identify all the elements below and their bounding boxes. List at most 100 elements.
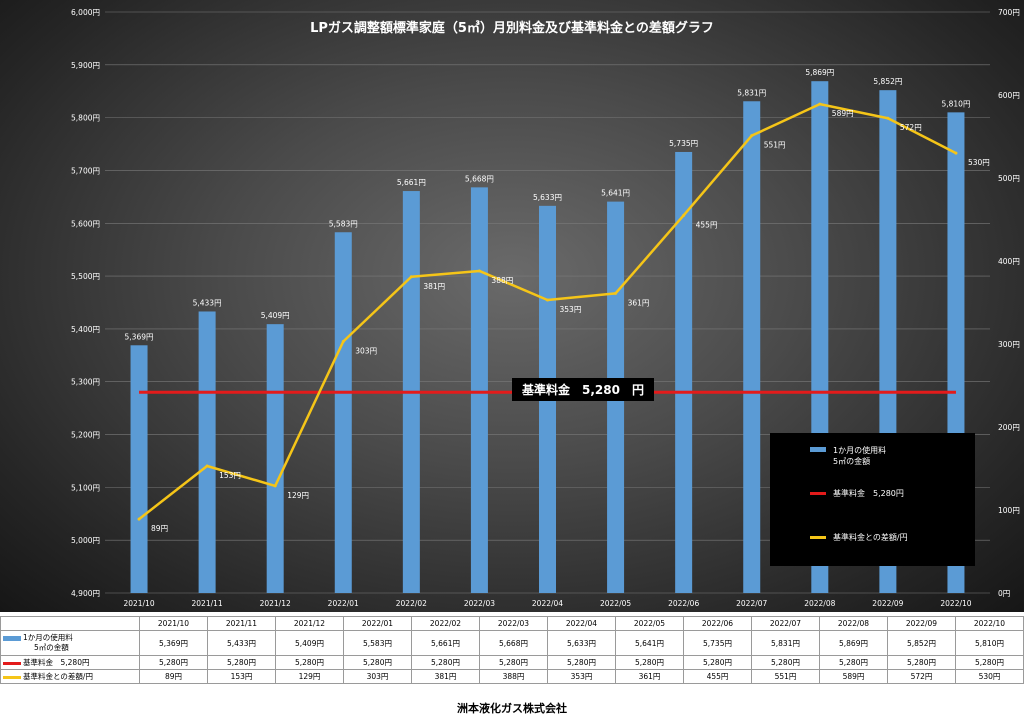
table-cell: 5,280円 [887,655,956,670]
legend-swatch-bar [810,447,826,452]
table-header-cell: 2022/09 [887,616,956,631]
chart-title: LPガス調整額標準家庭（5㎥）月別料金及び基準料金との差額グラフ [310,21,714,36]
table-cell: 5,280円 [275,655,344,670]
table-header-cell: 2022/06 [683,616,752,631]
table-cell: 5,433円 [207,630,276,656]
legend-label-bar-1: 1か月の使用料 [833,446,887,455]
y-left-tick-label: 5,600円 [71,219,100,228]
y-left-tick-label: 5,300円 [71,378,100,387]
y-right-tick-label: 100円 [998,506,1020,515]
x-tick-label: 2022/02 [396,599,427,608]
y-right-tick-label: 500円 [998,174,1020,183]
diff-data-label: 455円 [696,220,718,229]
x-tick-label: 2021/12 [260,599,291,608]
diff-point [137,517,141,521]
diff-data-label: 129円 [287,491,309,500]
table-row-head-base: 基準料金 5,280円 [0,655,140,670]
table-cell: 589円 [819,669,888,684]
y-right-tick-label: 0円 [998,589,1010,598]
legend-label-bar-2: 5㎥の金額 [833,457,871,466]
y-left-tick-label: 5,700円 [71,166,100,175]
diff-point [954,151,958,155]
table-cell: 5,661円 [411,630,480,656]
table-cell: 129円 [275,669,344,684]
table-row-bar: 1か月の使用料 5㎥の金額 5,369円 5,433円 5,409円 5,583円 5,… [0,630,1024,656]
table-swatch-base [3,661,21,665]
diff-point [273,484,277,488]
x-tick-label: 2022/09 [872,599,903,608]
table-cell: 153円 [207,669,276,684]
x-tick-label: 2022/07 [736,599,767,608]
legend: 1か月の使用料 5㎥の金額 基準料金 5,280円 基準料金との差額/円 [770,433,975,566]
diff-data-label: 388円 [491,276,513,285]
table-row-head-diff: 基準料金との差額/円 [0,669,140,684]
table-cell: 388円 [479,669,548,684]
table-cell: 5,869円 [819,630,888,656]
table-header-cell: 2022/01 [343,616,412,631]
table-cell: 89円 [139,669,208,684]
table-header-cell: 2022/02 [411,616,480,631]
y-right-tick-label: 700円 [998,8,1020,17]
chart-svg: 4,900円 5,000円 5,100円 5,200円 5,300円 5,400円 5,50… [71,8,1020,608]
diff-point [409,275,413,279]
y-left-tick-label: 5,400円 [71,325,100,334]
legend-swatch-diff [810,536,826,539]
table-header-cell: 2022/05 [615,616,684,631]
chart-area: 4,900円 5,000円 5,100円 5,200円 5,300円 5,400円 5,50… [0,0,1024,612]
bar [198,311,216,593]
table-row-diff: 基準料金との差額/円 89円 153円 129円 303円 381円 388円 353円 36… [0,669,1024,684]
table-cell: 5,641円 [615,630,684,656]
table-header-cell: 2022/07 [751,616,820,631]
y-left-tick-label: 5,000円 [71,536,100,545]
x-tick-label: 2022/06 [668,599,699,608]
y-left-tick-label: 5,800円 [71,114,100,123]
bar [334,232,352,593]
bar-data-label: 5,831円 [737,88,766,97]
table-row-head-bar-2: 5㎥の金額 [34,643,69,652]
diff-data-label: 551円 [764,141,786,150]
x-tick-label: 2022/04 [532,599,563,608]
diff-data-label: 353円 [560,305,582,314]
company-name: 洲本液化ガス株式会社 [457,702,567,715]
bar-data-label: 5,735円 [669,139,698,148]
table-header-cell: 2022/10 [955,616,1024,631]
diff-point [750,134,754,138]
bar-data-label: 5,433円 [193,298,222,307]
bar [470,187,488,593]
y-right-tick-label: 300円 [998,340,1020,349]
y-right-tick-label: 200円 [998,423,1020,432]
bar [266,324,284,593]
bar-data-label: 5,661円 [397,178,426,187]
table-header-cell: 2021/10 [139,616,208,631]
table-cell: 5,280円 [751,655,820,670]
table-corner [0,616,140,631]
table-cell: 381円 [411,669,480,684]
diff-data-label: 572円 [900,123,922,132]
table-cell: 5,280円 [139,655,208,670]
table-cell: 5,735円 [683,630,752,656]
table-header-cell: 2022/08 [819,616,888,631]
x-tick-label: 2022/03 [464,599,495,608]
table-cell: 361円 [615,669,684,684]
y-left-tick-label: 5,100円 [71,483,100,492]
table-row-head-bar-1: 1か月の使用料 [23,633,73,642]
table-cell: 5,280円 [615,655,684,670]
bar-data-label: 5,869円 [805,68,834,77]
legend-item-base: 基準料金 5,280円 [770,488,975,516]
table-header-row: 2021/10 2021/11 2021/12 2022/01 2022/02 2022/… [0,616,1024,631]
table-cell: 5,280円 [343,655,412,670]
table-row-head-base-label: 基準料金 5,280円 [23,658,90,667]
table-cell: 5,668円 [479,630,548,656]
table-header-cell: 2021/12 [275,616,344,631]
table-cell: 5,280円 [819,655,888,670]
y-right-tick-label: 400円 [998,257,1020,266]
diff-data-label: 530円 [968,158,990,167]
diff-point [886,116,890,120]
bar [130,345,148,593]
y-left-tick-label: 6,000円 [71,8,100,17]
bar-data-label: 5,409円 [261,311,290,320]
table-cell: 5,633円 [547,630,616,656]
bar-data-label: 5,641円 [601,189,630,198]
table-cell: 5,280円 [547,655,616,670]
bar-data-label: 5,810円 [941,99,970,108]
